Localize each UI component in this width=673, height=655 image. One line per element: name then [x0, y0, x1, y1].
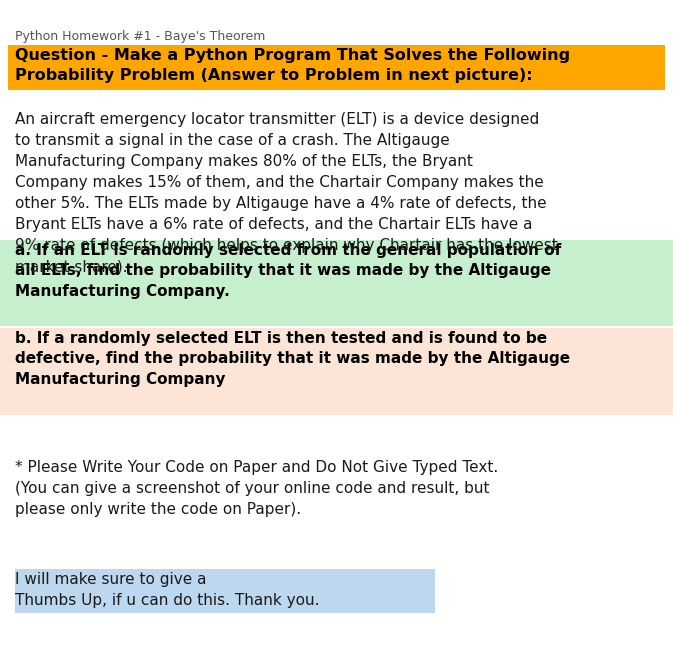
- Text: Question - Make a Python Program That Solves the Following
Probability Problem (: Question - Make a Python Program That So…: [15, 48, 570, 83]
- Text: b. If a randomly selected ELT is then tested and is found to be
defective, find : b. If a randomly selected ELT is then te…: [15, 331, 570, 387]
- Bar: [15, 569, 435, 613]
- Text: * Please Write Your Code on Paper and Do Not Give Typed Text.
(You can give a sc: * Please Write Your Code on Paper and Do…: [15, 460, 498, 517]
- Text: a. If an ELT is randomly selected from the general population of
all ELTs, find : a. If an ELT is randomly selected from t…: [15, 243, 561, 299]
- Text: Python Homework #1 - Baye's Theorem: Python Homework #1 - Baye's Theorem: [15, 30, 265, 43]
- Bar: [0, 240, 673, 326]
- Bar: [0, 328, 673, 415]
- Text: An aircraft emergency locator transmitter (ELT) is a device designed
to transmit: An aircraft emergency locator transmitte…: [15, 112, 558, 274]
- Text: I will make sure to give a
Thumbs Up, if u can do this. Thank you.: I will make sure to give a Thumbs Up, if…: [15, 572, 320, 608]
- Bar: [8, 45, 665, 90]
